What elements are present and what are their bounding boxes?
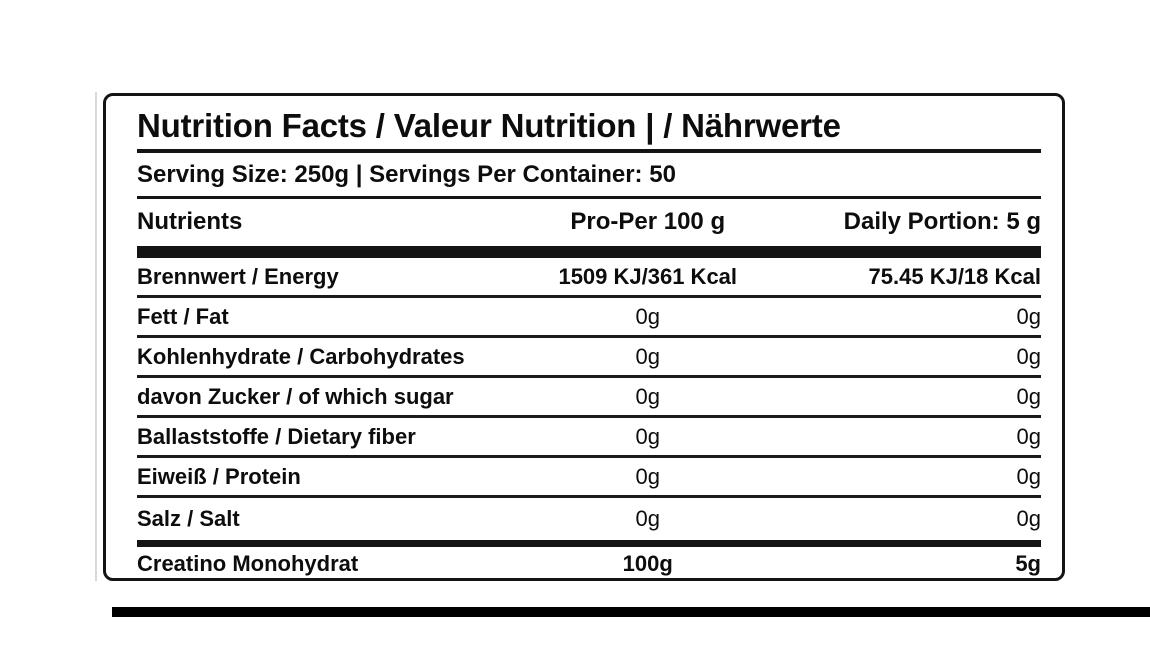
- column-header-per-100g: Pro-Per 100 g: [570, 208, 726, 235]
- table-row: Eiweiß / Protein 0g 0g: [137, 458, 1041, 498]
- header-divider-bar: [137, 246, 1041, 258]
- column-header-nutrients: Nutrients: [137, 208, 243, 235]
- table-row: Fett / Fat 0g 0g: [137, 298, 1041, 338]
- title-divider: [137, 149, 1041, 153]
- daily-portion-value: 0g: [1016, 463, 1041, 489]
- daily-portion-value: 0g: [1016, 423, 1041, 449]
- table-header-row: Nutrients Pro-Per 100 g Daily Portion: 5…: [137, 199, 1041, 246]
- per-100g-value: 0g: [635, 343, 660, 369]
- serving-info: Serving Size: 250g | Servings Per Contai…: [137, 161, 676, 188]
- per-100g-value: 0g: [635, 463, 660, 489]
- nutrient-name: Brennwert / Energy: [137, 263, 339, 289]
- bottom-black-bar: [112, 607, 1150, 617]
- per-100g-value: 100g: [622, 550, 673, 576]
- label-left-edge-artifact: [95, 92, 97, 581]
- table-row: Ballaststoffe / Dietary fiber 0g 0g: [137, 418, 1041, 458]
- nutrient-name: Fett / Fat: [137, 303, 229, 329]
- per-100g-value: 1509 KJ/361 Kcal: [558, 263, 738, 289]
- creatine-divider-bar: [137, 540, 1041, 547]
- nutrient-name: Kohlenhydrate / Carbohydrates: [137, 343, 465, 369]
- per-100g-value: 0g: [635, 423, 660, 449]
- nutrient-name: Ballaststoffe / Dietary fiber: [137, 423, 416, 449]
- nutrient-name: Creatino Monohydrat: [137, 550, 359, 576]
- daily-portion-value: 0g: [1016, 506, 1041, 531]
- daily-portion-value: 0g: [1016, 303, 1041, 329]
- serving-divider: [137, 196, 1041, 199]
- table-row: Brennwert / Energy 1509 KJ/361 Kcal 75.4…: [137, 258, 1041, 298]
- daily-portion-value: 75.45 KJ/18 Kcal: [868, 263, 1041, 289]
- nutrient-name: Eiweiß / Protein: [137, 463, 301, 489]
- per-100g-value: 0g: [635, 383, 660, 409]
- label-title: Nutrition Facts / Valeur Nutrition | / N…: [137, 107, 841, 144]
- daily-portion-value: 5g: [1015, 550, 1041, 576]
- per-100g-value: 0g: [635, 303, 660, 329]
- table-row: Kohlenhydrate / Carbohydrates 0g 0g: [137, 338, 1041, 378]
- column-header-daily-portion: Daily Portion: 5 g: [843, 208, 1041, 235]
- per-100g-value: 0g: [635, 506, 660, 531]
- table-row: Salz / Salt 0g 0g: [137, 498, 1041, 540]
- daily-portion-value: 0g: [1016, 383, 1041, 409]
- table-row: davon Zucker / of which sugar 0g 0g: [137, 378, 1041, 418]
- table-row: Creatino Monohydrat 100g 5g: [137, 547, 1041, 580]
- daily-portion-value: 0g: [1016, 343, 1041, 369]
- nutrient-name: Salz / Salt: [137, 506, 240, 531]
- nutrition-facts-panel: Nutrition Facts / Valeur Nutrition | / N…: [103, 93, 1065, 581]
- nutrient-name: davon Zucker / of which sugar: [137, 383, 454, 409]
